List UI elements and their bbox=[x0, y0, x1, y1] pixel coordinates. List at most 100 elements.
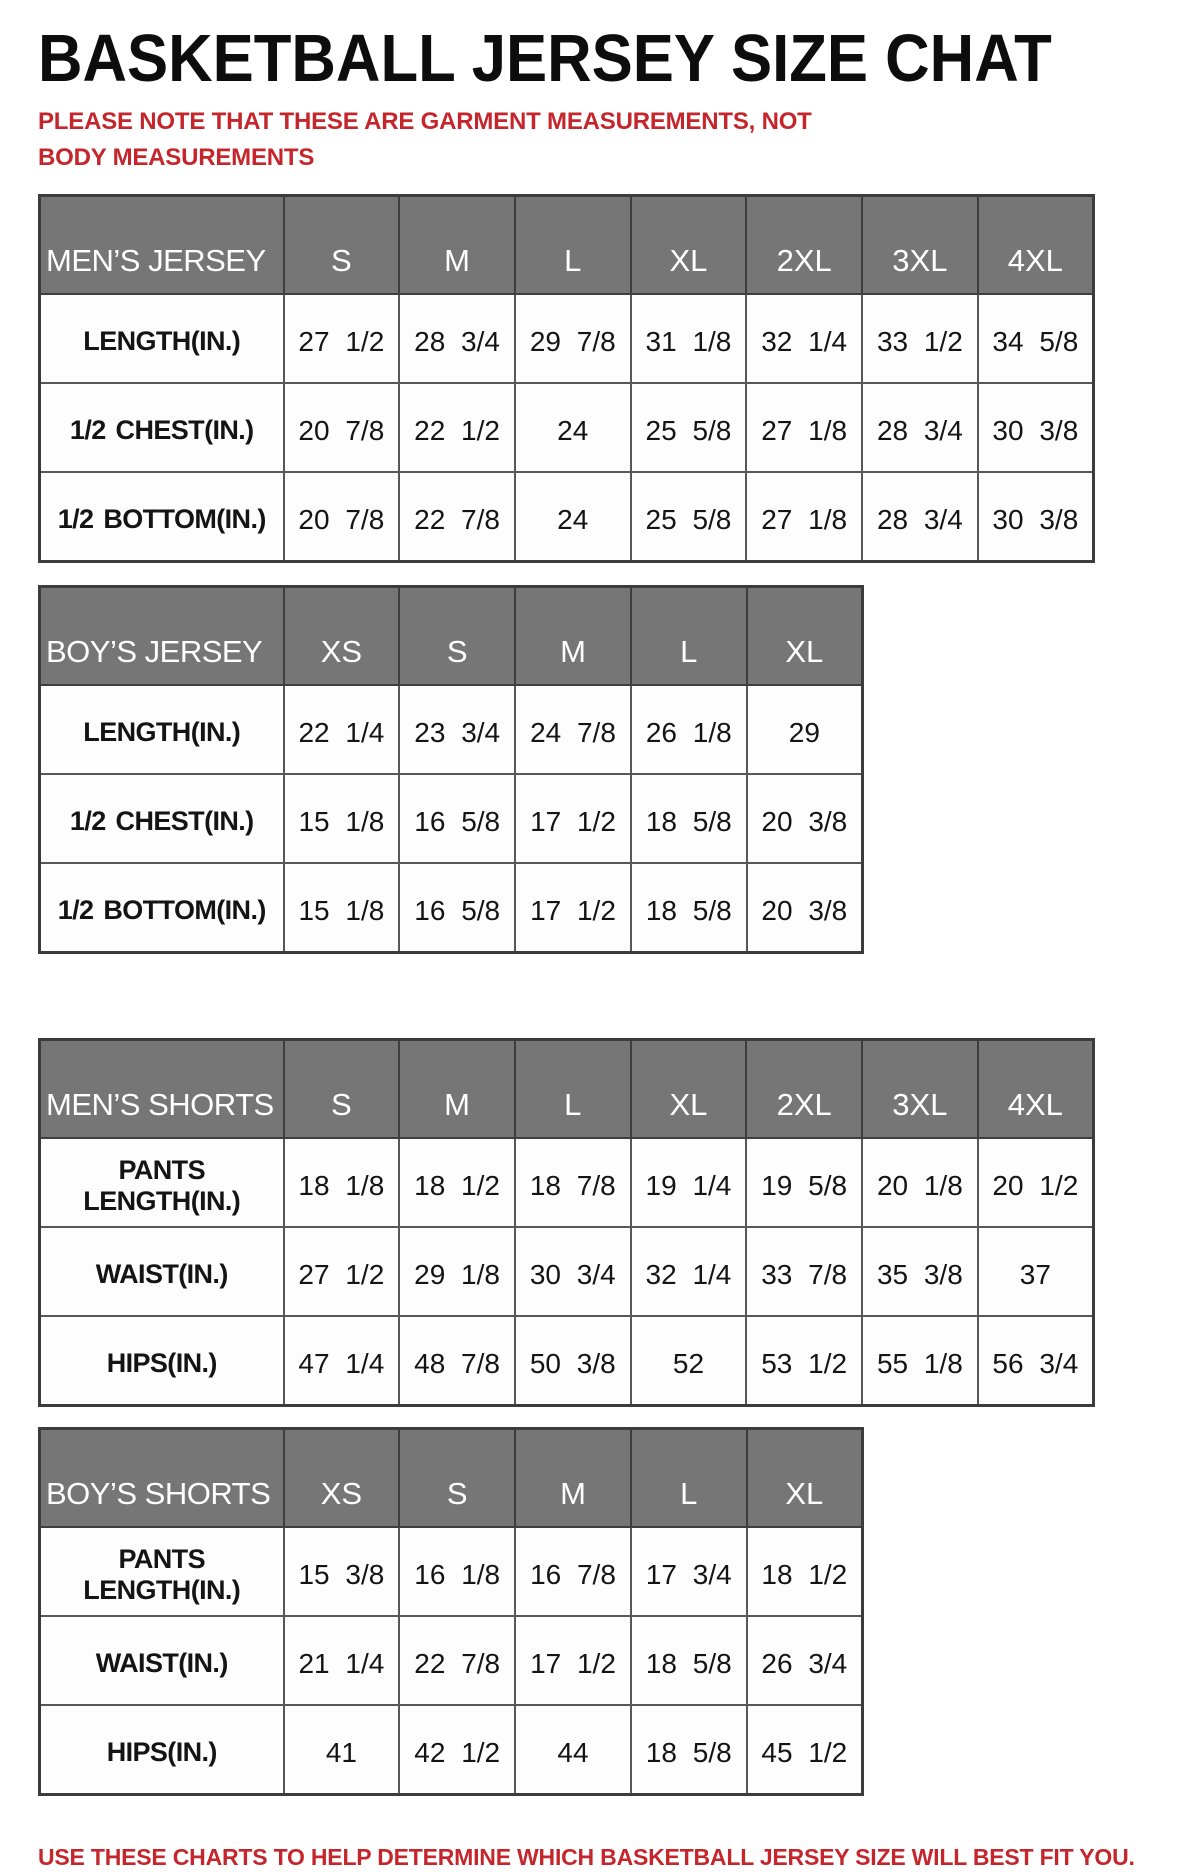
measurement-value: 16 5/8 bbox=[398, 862, 517, 954]
measurement-value: 19 1/4 bbox=[629, 1137, 748, 1229]
measurement-value: 29 7/8 bbox=[513, 293, 632, 385]
boys-shorts-table: BOY’S SHORTS XS S M L XL PANTS LENGTH(IN.) 15 3… bbox=[38, 1427, 864, 1797]
measurement-value: 28 3/4 bbox=[398, 293, 516, 385]
boys-jersey-table: BOY’S JERSEY XS S M L XL LENGTH(IN.) 22 1/4 23 3… bbox=[38, 585, 864, 955]
measurement-value: 18 7/8 bbox=[513, 1137, 632, 1229]
table-title-cell: MEN’S JERSEY bbox=[38, 194, 285, 296]
measurement-value: 56 3/4 bbox=[976, 1315, 1095, 1407]
size-header-cell: M bbox=[398, 194, 516, 296]
measurement-value: 47 1/4 bbox=[282, 1315, 401, 1407]
size-header-cell: XS bbox=[282, 1427, 401, 1529]
size-header-cell: XL bbox=[745, 585, 864, 687]
measurement-value: 16 1/8 bbox=[398, 1526, 517, 1618]
size-header-cell: M bbox=[514, 585, 632, 687]
measurement-value: 18 5/8 bbox=[629, 1704, 748, 1796]
measurement-value: 37 bbox=[976, 1226, 1095, 1318]
measurement-value: 18 5/8 bbox=[629, 773, 748, 865]
measurement-value: 23 3/4 bbox=[398, 684, 517, 776]
measurement-value: 26 1/8 bbox=[629, 684, 748, 776]
measurement-value: 25 5/8 bbox=[629, 471, 748, 563]
measurement-value: 32 1/4 bbox=[745, 293, 864, 385]
size-header-cell: S bbox=[398, 585, 517, 687]
size-header-cell: XL bbox=[629, 1038, 748, 1140]
measurement-value: 22 7/8 bbox=[398, 471, 516, 563]
measurement-label: HIPS(IN.) bbox=[38, 1704, 285, 1796]
size-header-cell: S bbox=[282, 194, 401, 296]
size-header-row: MEN’S SHORTS S M L XL 2XL 3XL 4XL bbox=[38, 1038, 1095, 1140]
measurement-value: 27 1/2 bbox=[282, 293, 401, 385]
size-header-cell: L bbox=[629, 585, 748, 687]
measurement-value: 15 3/8 bbox=[282, 1526, 401, 1618]
measurement-row: 1/2 CHEST(IN.) 20 7/8 22 1/2 24 25 5/8 27 1/8… bbox=[38, 382, 1095, 474]
mens-jersey-table: MEN’S JERSEY S M L XL 2XL 3XL 4XL LENGTH(IN.) 27 … bbox=[38, 194, 1095, 564]
measurement-value: 20 3/8 bbox=[745, 773, 864, 865]
measurement-value: 30 3/4 bbox=[513, 1226, 632, 1318]
measurement-value: 16 5/8 bbox=[398, 773, 517, 865]
size-header-cell: L bbox=[513, 1038, 632, 1140]
measurement-value: 44 bbox=[514, 1704, 632, 1796]
measurement-value: 20 1/2 bbox=[976, 1137, 1095, 1229]
measurement-value: 33 1/2 bbox=[861, 293, 979, 385]
measurement-value: 30 3/8 bbox=[976, 382, 1095, 474]
table-title-cell: BOY’S JERSEY bbox=[38, 585, 285, 687]
measurement-value: 18 1/8 bbox=[282, 1137, 401, 1229]
measurement-row: WAIST(IN.) 27 1/2 29 1/8 30 3/4 32 1/4 33 7/8… bbox=[38, 1226, 1095, 1318]
measurement-value: 22 1/2 bbox=[398, 382, 516, 474]
size-header-cell: L bbox=[629, 1427, 748, 1529]
measurement-label: LENGTH(IN.) bbox=[38, 293, 285, 385]
measurement-value: 16 7/8 bbox=[514, 1526, 632, 1618]
measurement-label: PANTS LENGTH(IN.) bbox=[38, 1526, 285, 1618]
measurement-value: 17 3/4 bbox=[629, 1526, 748, 1618]
size-header-cell: L bbox=[513, 194, 632, 296]
measurement-row: HIPS(IN.) 47 1/4 48 7/8 50 3/8 52 53 1/2 55 1/… bbox=[38, 1315, 1095, 1407]
size-header-cell: XL bbox=[745, 1427, 864, 1529]
fit-advice-note: USE THESE CHARTS TO HELP DETERMINE WHICH… bbox=[38, 1844, 1135, 1871]
measurement-value: 15 1/8 bbox=[282, 773, 401, 865]
measurement-value: 29 1/8 bbox=[398, 1226, 516, 1318]
measurement-value: 32 1/4 bbox=[629, 1226, 748, 1318]
measurement-value: 27 1/8 bbox=[745, 471, 864, 563]
measurement-value: 22 7/8 bbox=[398, 1615, 517, 1707]
measurement-value: 18 1/2 bbox=[398, 1137, 516, 1229]
size-header-cell: S bbox=[282, 1038, 401, 1140]
measurement-value: 28 3/4 bbox=[861, 471, 979, 563]
measurement-value: 29 bbox=[745, 684, 864, 776]
size-header-cell: 3XL bbox=[861, 194, 979, 296]
measurement-value: 41 bbox=[282, 1704, 401, 1796]
measurement-label: 1/2 BOTTOM(IN.) bbox=[38, 471, 285, 563]
measurement-value: 18 1/2 bbox=[745, 1526, 864, 1618]
measurement-value: 28 3/4 bbox=[861, 382, 979, 474]
measurement-value: 24 7/8 bbox=[514, 684, 632, 776]
measurement-value: 17 1/2 bbox=[514, 773, 632, 865]
size-header-cell: 2XL bbox=[745, 194, 864, 296]
measurement-label: PANTS LENGTH(IN.) bbox=[38, 1137, 285, 1229]
measurement-value: 20 1/8 bbox=[861, 1137, 979, 1229]
measurement-value: 22 1/4 bbox=[282, 684, 401, 776]
measurement-row: 1/2 CHEST(IN.) 15 1/8 16 5/8 17 1/2 18 5/8 20… bbox=[38, 773, 864, 865]
measurement-value: 27 1/2 bbox=[282, 1226, 401, 1318]
measurement-label: 1/2 CHEST(IN.) bbox=[38, 382, 285, 474]
measurement-value: 21 1/4 bbox=[282, 1615, 401, 1707]
size-header-cell: XL bbox=[629, 194, 748, 296]
size-header-cell: M bbox=[398, 1038, 516, 1140]
size-header-cell: XS bbox=[282, 585, 401, 687]
measurement-value: 24 bbox=[513, 382, 632, 474]
size-header-cell: M bbox=[514, 1427, 632, 1529]
measurement-row: WAIST(IN.) 21 1/4 22 7/8 17 1/2 18 5/8 26 3/4 bbox=[38, 1615, 864, 1707]
measurement-row: PANTS LENGTH(IN.) 18 1/8 18 1/2 18 7/8 19 1/… bbox=[38, 1137, 1095, 1229]
measurement-value: 18 5/8 bbox=[629, 1615, 748, 1707]
size-header-cell: 2XL bbox=[745, 1038, 864, 1140]
measurement-value: 18 5/8 bbox=[629, 862, 748, 954]
measurement-value: 24 bbox=[513, 471, 632, 563]
page-title: BASKETBALL JERSEY SIZE CHAT bbox=[38, 21, 1052, 96]
measurement-value: 52 bbox=[629, 1315, 748, 1407]
measurement-value: 55 1/8 bbox=[861, 1315, 979, 1407]
garment-measurement-note: PLEASE NOTE THAT THESE ARE GARMENT MEASU… bbox=[38, 108, 812, 172]
size-header-row: BOY’S SHORTS XS S M L XL bbox=[38, 1427, 864, 1529]
measurement-value: 31 1/8 bbox=[629, 293, 748, 385]
size-header-row: MEN’S JERSEY S M L XL 2XL 3XL 4XL bbox=[38, 194, 1095, 296]
measurement-value: 20 7/8 bbox=[282, 471, 401, 563]
measurement-row: HIPS(IN.) 41 42 1/2 44 18 5/8 45 1/2 bbox=[38, 1704, 864, 1796]
mens-shorts-table: MEN’S SHORTS S M L XL 2XL 3XL 4XL PANTS LENGTH(I… bbox=[38, 1038, 1095, 1408]
measurement-value: 25 5/8 bbox=[629, 382, 748, 474]
